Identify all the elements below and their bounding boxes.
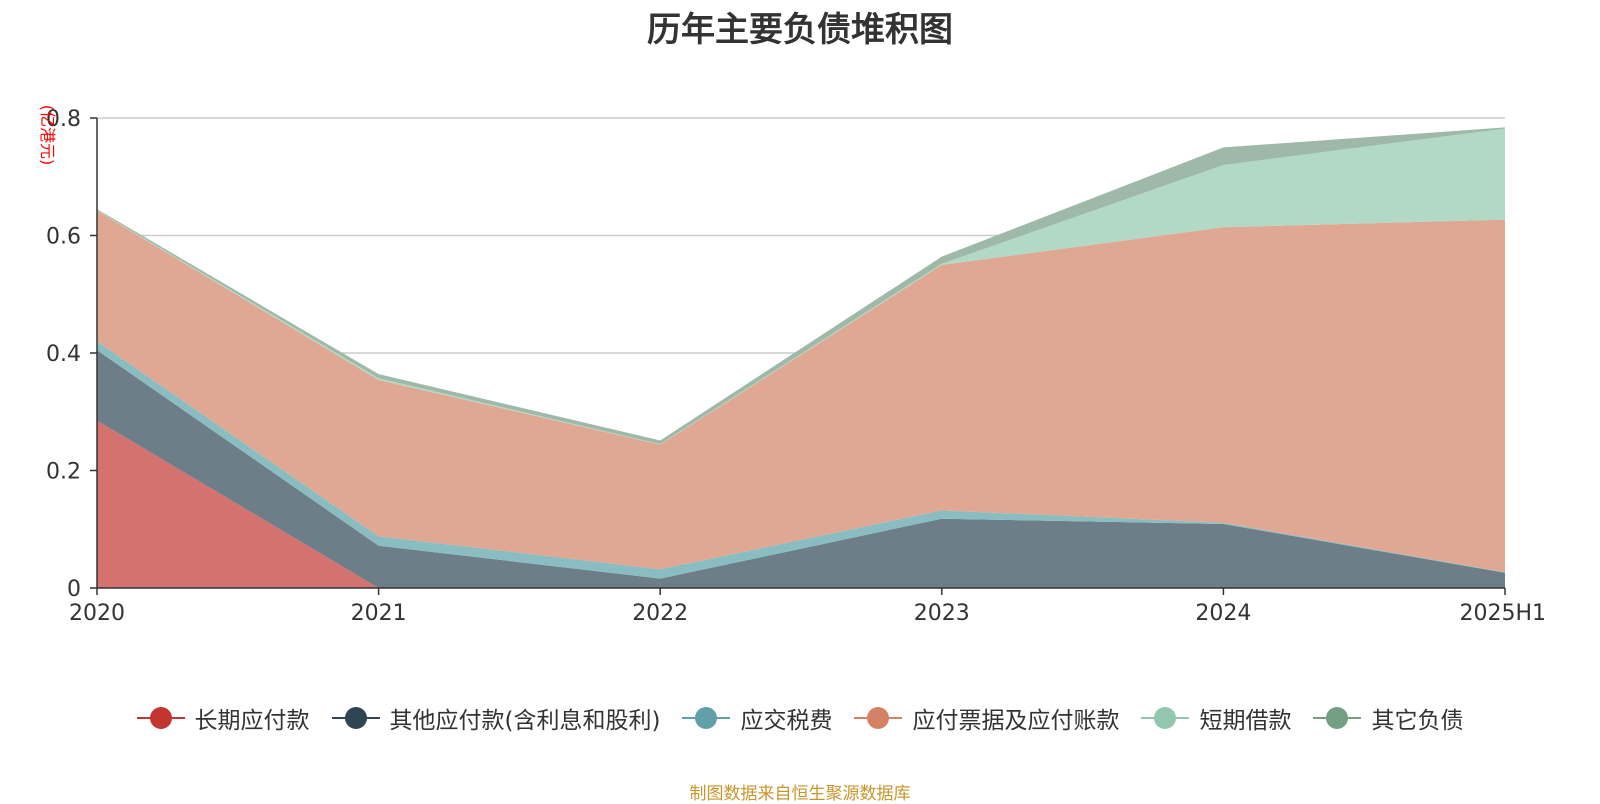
- y-axis-label: (亿港元): [38, 105, 57, 166]
- y-tick-label-0: 0: [67, 577, 81, 602]
- y-tick-label-2: 0.4: [46, 342, 81, 367]
- area-series-3: [97, 210, 1505, 573]
- legend-label: 其它负债: [1371, 708, 1464, 734]
- legend-item-2[interactable]: 应交税费: [682, 701, 832, 735]
- x-tick-label-3: 2023: [914, 601, 970, 626]
- legend-marker-icon: [682, 706, 731, 730]
- area-series-1: [97, 350, 1505, 588]
- legend-label: 应付票据及应付账款: [912, 708, 1120, 734]
- legend-label: 应交税费: [740, 708, 833, 734]
- area-series-4: [97, 128, 1505, 445]
- x-tick-label-0: 2020: [69, 601, 125, 626]
- x-tick-label-2: 2022: [632, 601, 688, 626]
- legend-item-4[interactable]: 短期借款: [1141, 701, 1291, 735]
- legend-item-5[interactable]: 其它负债: [1313, 701, 1463, 735]
- legend-marker-icon: [1141, 706, 1190, 730]
- legend-marker-icon: [1313, 706, 1362, 730]
- chart-title: 历年主要负债堆积图: [647, 10, 953, 50]
- x-tick-label-5: 2025H1: [1459, 601, 1546, 626]
- y-tick-label-3: 0.6: [46, 225, 81, 250]
- y-tick-label-1: 0.2: [46, 460, 81, 485]
- legend-marker-icon: [854, 706, 903, 730]
- legend-item-3[interactable]: 应付票据及应付账款: [854, 701, 1119, 735]
- legend-item-0[interactable]: 长期应付款: [136, 701, 310, 735]
- legend-label: 短期借款: [1199, 708, 1292, 734]
- axes: 0 0.2 0.4 0.6 0.8 2020 2021 2022 2023 2024 2025H1: [46, 107, 1546, 626]
- x-tick-label-1: 2021: [351, 601, 407, 626]
- legend-label: 长期应付款: [194, 708, 310, 734]
- legend-marker-icon: [136, 706, 185, 730]
- area-series-0: [97, 420, 1505, 588]
- source-note: 制图数据来自恒生聚源数据库: [689, 784, 911, 804]
- x-tick-label-4: 2024: [1195, 601, 1251, 626]
- y-tick-label-4: 0.8: [46, 107, 81, 132]
- stacked-areas: [97, 127, 1505, 588]
- legend-marker-icon: [331, 706, 380, 730]
- legend-item-1[interactable]: 其他应付款(含利息和股利): [331, 701, 661, 735]
- legend: 长期应付款 其他应付款(含利息和股利) 应交税费 应付票据及应付账款 短期借款 其它负债: [0, 700, 1600, 736]
- legend-label: 其他应付款(含利息和股利): [389, 708, 661, 734]
